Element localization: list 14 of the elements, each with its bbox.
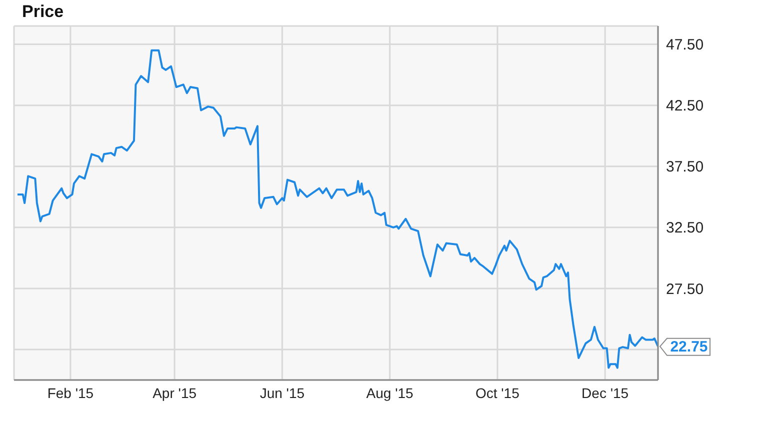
y-tick-label: 37.50 (666, 158, 704, 176)
x-tick-label: Oct '15 (475, 384, 520, 401)
y-tick-label: 27.50 (666, 280, 704, 298)
x-tick-label: Feb '15 (47, 384, 94, 401)
y-tick-label: 32.50 (666, 220, 704, 237)
y-tick-label: 47.50 (666, 36, 704, 54)
line-series (16, 49, 658, 369)
y-tick-label: 42.50 (666, 98, 704, 115)
x-tick-label: Apr '15 (152, 384, 197, 401)
annotation: 22.75 (670, 338, 708, 356)
x-tick-label: Aug '15 (366, 384, 414, 401)
x-tick-label: Jun '15 (260, 384, 305, 401)
x-tick-label: Dec '15 (582, 384, 629, 401)
chart-title: Price (22, 2, 64, 22)
